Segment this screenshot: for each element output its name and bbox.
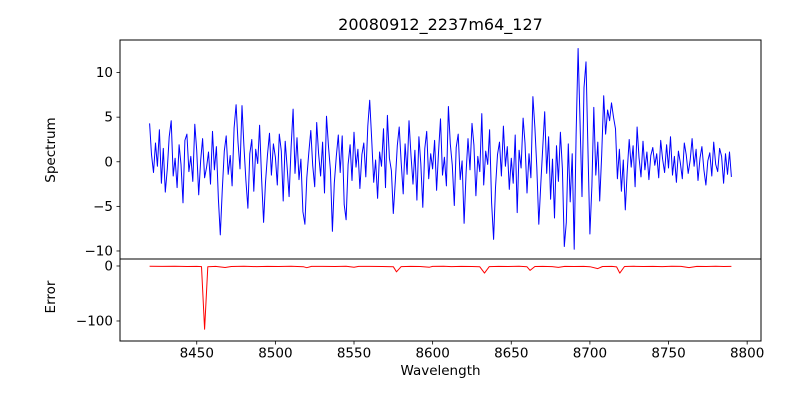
x-tick-label: 8600 [415,346,449,362]
x-axis-label: Wavelength [400,363,481,379]
y-tick-label: −5 [93,199,113,215]
chart-title: 20080912_2237m64_127 [338,15,543,34]
x-tick-label: 8650 [494,346,528,362]
error-line [149,265,732,330]
x-tick-label: 8500 [258,346,292,362]
spectrum-panel: 10 5 0 −5 −10 [85,39,762,260]
x-tick-label: 8750 [651,346,685,362]
x-tick-label: 8450 [180,346,214,362]
y-tick-label: −10 [85,243,114,259]
x-tick-label: 8550 [337,346,371,362]
spectrum-line [149,48,732,250]
y-tick-label: 0 [104,258,113,274]
error-panel-frame [119,258,762,342]
error-axis-label: Error [43,280,59,314]
y-tick-label: 0 [104,154,113,170]
y-tick-label: 10 [96,65,113,81]
y-tick-label: −100 [76,313,113,329]
x-tick-label: 8800 [730,346,764,362]
error-panel: 0 −100 [76,258,762,342]
y-tick-label: 5 [104,110,113,126]
x-tick-label: 8700 [573,346,607,362]
spectrum-axis-label: Spectrum [43,117,59,183]
x-axis-ticks: 8450 8500 8550 8600 8650 8700 8750 8800 [180,341,764,362]
